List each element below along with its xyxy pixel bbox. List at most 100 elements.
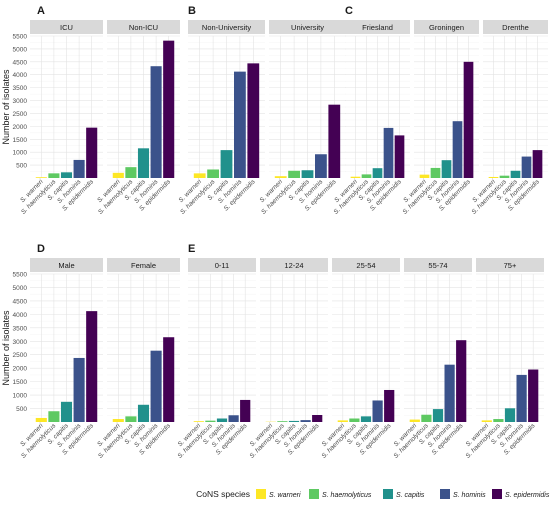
facet-strip — [345, 20, 410, 34]
legend-label: S. haemolyticus — [322, 492, 372, 499]
facet-strip — [188, 20, 265, 34]
y-tick-label: 2000 — [13, 366, 28, 373]
y-tick-label: 4000 — [13, 312, 28, 319]
facet-strip — [107, 20, 180, 34]
bar — [488, 176, 499, 178]
legend-label: S. epidermidis — [505, 492, 550, 499]
bar — [532, 150, 543, 178]
bar — [372, 168, 383, 178]
legend-swatch — [309, 489, 319, 499]
bar — [288, 170, 300, 178]
y-tick-label: 5000 — [13, 285, 28, 292]
bar — [349, 418, 360, 422]
bar — [288, 420, 300, 422]
bar — [73, 357, 85, 422]
bar — [456, 340, 467, 422]
bar — [350, 176, 361, 178]
bar — [220, 150, 233, 178]
legend-title: CoNS species — [196, 489, 250, 499]
bar — [216, 418, 228, 422]
bar — [521, 156, 532, 178]
bar — [337, 420, 348, 422]
legend-label: S. capitis — [396, 492, 425, 499]
bar — [360, 416, 372, 422]
bar — [48, 411, 60, 422]
y-tick-label: 3000 — [13, 98, 28, 105]
y-tick-label: 5500 — [13, 272, 28, 279]
bar — [361, 174, 372, 178]
panels: A Number of isolates 500 1000 1500 2000 2500 30… — [1, 5, 548, 460]
bar — [528, 369, 539, 422]
facet-label: Drenthe — [502, 23, 529, 32]
facet-strip — [404, 258, 472, 272]
facet-label: 55-74 — [428, 261, 447, 270]
y-tick-label: 5500 — [13, 34, 28, 41]
y-tick-label: 1000 — [13, 393, 28, 400]
legend-item: S. warneri — [256, 489, 301, 499]
facet-strip — [188, 258, 256, 272]
bar — [247, 63, 260, 178]
bar — [163, 337, 175, 422]
bar — [73, 159, 85, 178]
y-tick-label: 2500 — [13, 352, 28, 359]
bar — [125, 416, 137, 422]
legend-item: S. capitis — [383, 489, 425, 499]
bar — [193, 173, 206, 178]
bar — [315, 154, 327, 178]
bar — [48, 173, 60, 178]
bar — [60, 401, 73, 422]
bar — [112, 172, 124, 178]
facet-label: Groningen — [429, 23, 464, 32]
legend: CoNS species S. warneri S. haemolyticus S.… — [196, 489, 550, 499]
y-tick-label: 1500 — [13, 379, 28, 386]
legend-item: S. haemolyticus — [309, 489, 372, 499]
bar — [312, 415, 323, 422]
panel-letter: A — [37, 5, 45, 17]
facet-strip — [30, 20, 103, 34]
panel-letter: E — [188, 243, 195, 255]
bar — [228, 415, 239, 422]
y-tick-label: 2500 — [13, 111, 28, 118]
bar — [493, 419, 504, 422]
legend-label: S. warneri — [269, 492, 301, 499]
bar — [432, 409, 444, 422]
facet-label: Non-ICU — [129, 23, 158, 32]
y-tick-label: 4500 — [13, 298, 28, 305]
bar — [86, 127, 98, 178]
bar — [430, 167, 441, 178]
legend-item: S. epidermidis — [492, 489, 550, 499]
facet-label: Male — [58, 261, 74, 270]
bar — [300, 420, 311, 422]
y-tick-label: 4000 — [13, 72, 28, 79]
bar — [444, 364, 455, 422]
facet-label: Non-University — [202, 23, 251, 32]
facet-strip — [269, 20, 346, 34]
bar — [452, 121, 463, 178]
bar — [301, 170, 314, 178]
facet-label: University — [291, 23, 324, 32]
bar — [421, 414, 432, 422]
facet-strip — [332, 258, 400, 272]
bar — [163, 40, 175, 178]
y-tick-label: 1500 — [13, 137, 28, 144]
bar — [504, 408, 516, 422]
bar — [193, 421, 204, 422]
legend-items: S. warneri S. haemolyticus S. capitis S. ho… — [256, 489, 550, 499]
bar — [240, 399, 251, 422]
legend-item: S. hominis — [440, 489, 486, 499]
panel-D: D Number of isolates 500 1000 1500 2000 2500 30… — [1, 243, 180, 460]
facet-strip — [107, 258, 180, 272]
facet-strip — [483, 20, 548, 34]
facet-label: ICU — [60, 23, 73, 32]
